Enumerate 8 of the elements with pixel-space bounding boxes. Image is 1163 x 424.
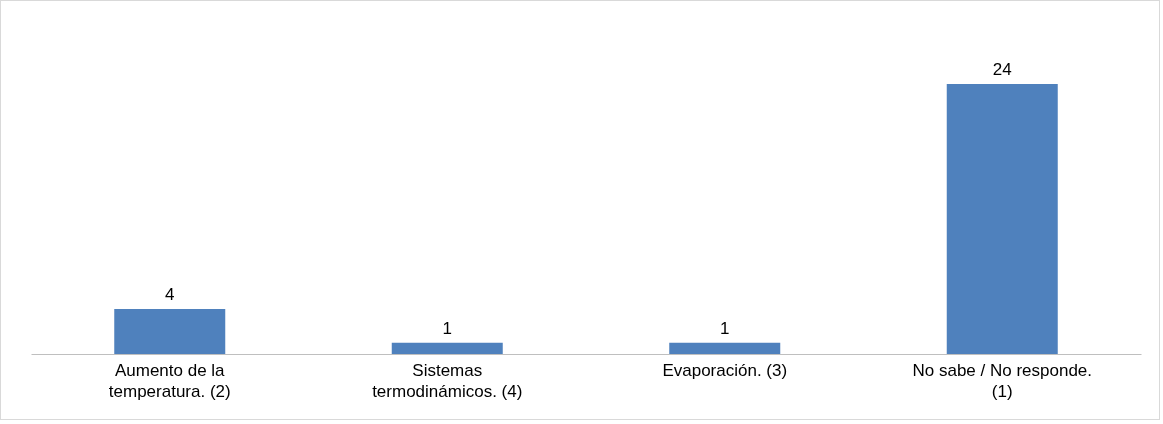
- data-label: 4: [165, 285, 175, 304]
- x-tick-label: Aumento de la temperatura. (2): [108, 360, 231, 401]
- x-tick-label: No sabe / No responde. (1): [912, 360, 1093, 401]
- data-label: 1: [442, 318, 452, 338]
- data-label: 24: [992, 60, 1012, 79]
- x-tick-label: Evaporación. (3): [662, 360, 788, 380]
- data-label: 1: [720, 318, 730, 338]
- x-tick-label: Sistemas termodinámicos. (4): [372, 360, 523, 401]
